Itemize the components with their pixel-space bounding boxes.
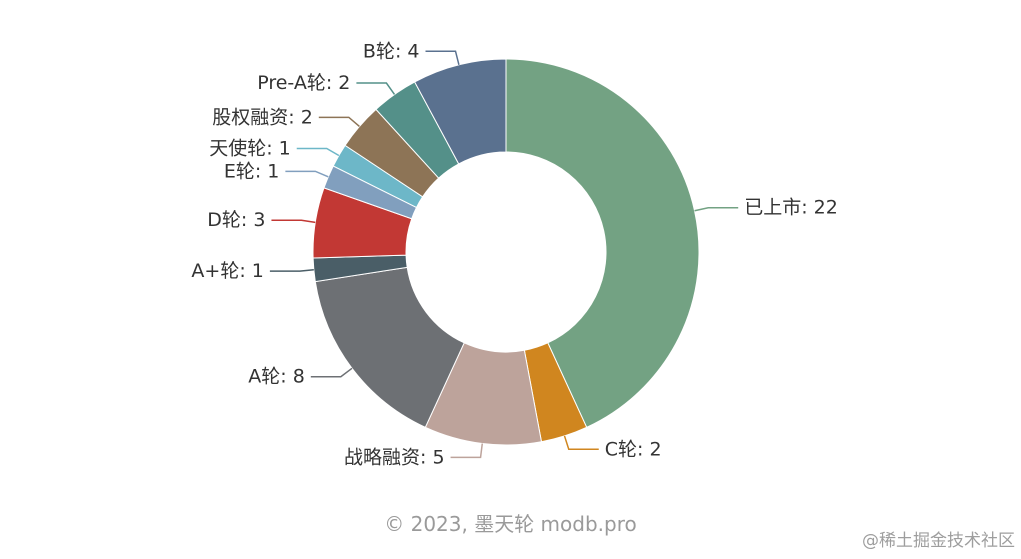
leader-line-9	[356, 82, 396, 95]
slice-labels: 已上市: 22 C轮: 2 战略融资: 5 A轮: 8 A+轮: 1 D轮: 3 E轮: 1…	[191, 40, 837, 468]
watermark-text: @稀土掘金技术社区	[862, 531, 1015, 551]
slice-label-8: 股权融资: 2	[212, 106, 313, 128]
leader-line-2	[450, 443, 484, 459]
leader-line-6	[285, 170, 329, 178]
leader-line-8	[318, 116, 360, 128]
slice-label-10: B轮: 4	[363, 40, 420, 62]
leader-line-10	[425, 50, 460, 66]
leader-line-3	[310, 367, 353, 378]
slice-label-6: E轮: 1	[224, 160, 280, 182]
leader-line-1	[563, 435, 599, 451]
slice-label-9: Pre-A轮: 2	[257, 72, 350, 94]
slice-10[interactable]	[414, 58, 507, 165]
copyright-footer: © 2023, 墨天轮 modb.pro	[384, 512, 637, 536]
slice-label-2: 战略融资: 5	[344, 446, 445, 468]
leader-line-4	[269, 269, 314, 272]
leader-line-5	[271, 219, 316, 224]
slice-label-3: A轮: 8	[248, 366, 305, 388]
leader-line-0	[694, 206, 739, 212]
slice-0[interactable]	[505, 58, 700, 428]
slice-label-7: 天使轮: 1	[209, 138, 291, 160]
slice-label-0: 已上市: 22	[744, 197, 838, 219]
leader-line-7	[296, 147, 340, 157]
donut-slices	[312, 58, 700, 446]
slice-label-1: C轮: 2	[605, 438, 662, 460]
slice-label-5: D轮: 3	[207, 209, 265, 231]
slice-3[interactable]	[314, 266, 465, 428]
slice-label-4: A+轮: 1	[191, 260, 263, 282]
